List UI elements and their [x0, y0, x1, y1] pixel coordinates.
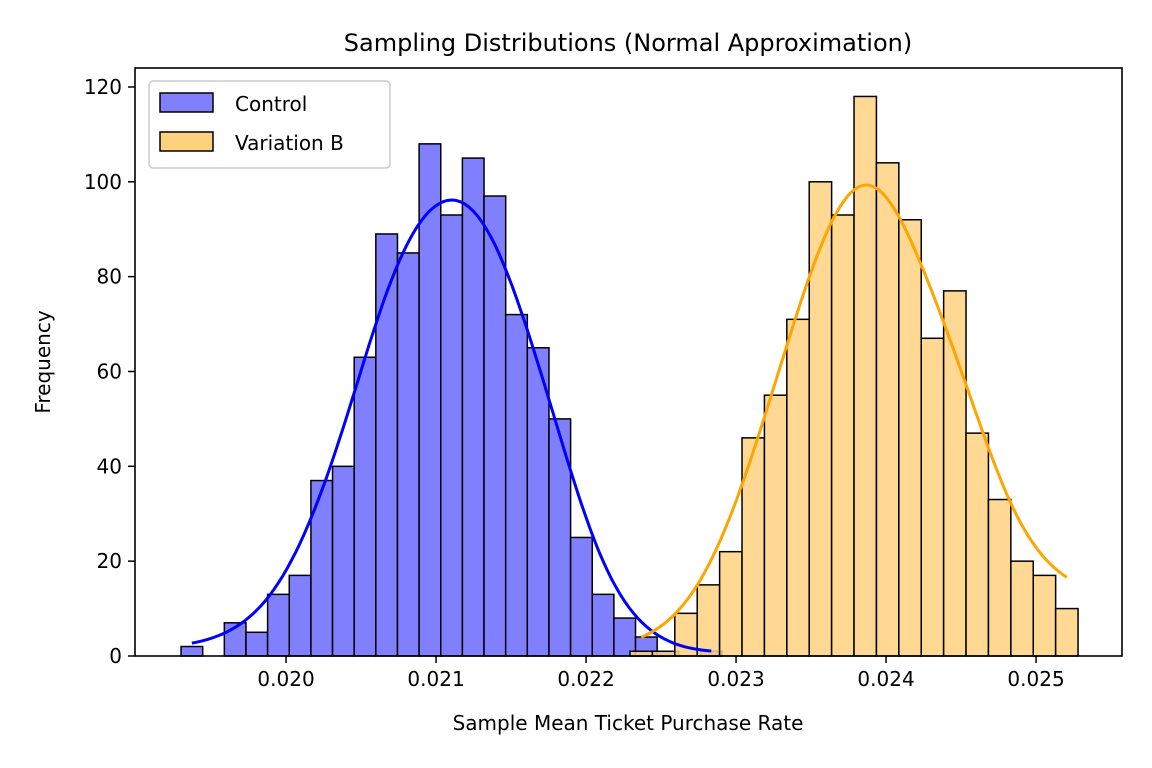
- bar-variation-b: [1032, 574, 1057, 657]
- bar-control: [504, 313, 529, 657]
- kde-line-variation-b: [640, 183, 1068, 639]
- y-tick-label: 40: [97, 454, 122, 478]
- bar-variation-b: [1054, 607, 1079, 657]
- bar-control: [375, 233, 399, 657]
- chart-title: Sampling Distributions (Normal Approxima…: [344, 29, 912, 57]
- kde-line-control: [191, 198, 712, 653]
- x-tick-label: 0.021: [407, 667, 464, 691]
- x-axis-label: Sample Mean Ticket Purchase Rate: [453, 711, 804, 735]
- bar-variation-b: [808, 181, 833, 657]
- bar-variation-b: [1010, 560, 1034, 657]
- y-tick-label: 80: [97, 265, 122, 289]
- y-tick-label: 100: [84, 170, 122, 194]
- x-axis: 0.020 0.021 0.022 0.023 0.024 0.025: [257, 656, 1065, 691]
- bar-variation-b: [718, 550, 743, 657]
- bar-variation-b: [965, 432, 990, 657]
- y-tick-label: 20: [97, 549, 122, 573]
- legend-label-control: Control: [235, 92, 307, 116]
- bar-variation-b: [942, 290, 967, 657]
- legend: Control Variation B: [148, 80, 391, 169]
- x-tick-label: 0.020: [257, 667, 314, 691]
- bar-variation-b: [853, 95, 878, 657]
- y-tick-label: 0: [109, 644, 122, 668]
- y-axis-label: Frequency: [31, 310, 55, 413]
- legend-label-variation-b: Variation B: [235, 131, 344, 155]
- x-tick-label: 0.022: [557, 667, 614, 691]
- bar-variation-b: [920, 337, 945, 657]
- bar-variation-b: [696, 584, 721, 657]
- bar-control: [180, 645, 204, 657]
- x-tick-label: 0.023: [707, 667, 764, 691]
- legend-swatch-control: [159, 92, 214, 113]
- bar-variation-b: [786, 318, 810, 657]
- bar-control: [266, 593, 291, 657]
- legend-swatch-variation-b: [159, 131, 214, 152]
- x-tick-label: 0.025: [1007, 667, 1064, 691]
- x-tick-label: 0.024: [857, 667, 914, 691]
- bar-control: [526, 347, 550, 657]
- bar-control: [245, 631, 269, 657]
- bar-control: [613, 617, 637, 657]
- plot-frame: [134, 67, 1123, 657]
- bar-variation-b: [987, 498, 1012, 657]
- y-tick-label: 120: [84, 75, 122, 99]
- bar-control: [288, 574, 312, 657]
- bar-control: [569, 536, 593, 657]
- bar-control: [461, 157, 485, 657]
- bar-control: [591, 593, 615, 657]
- y-axis: 0 20 40 60 80 100 120: [84, 75, 135, 668]
- bars-layer: [180, 95, 1079, 657]
- bar-control: [331, 465, 355, 657]
- bar-variation-b: [898, 218, 922, 657]
- bar-variation-b: [830, 214, 855, 657]
- kde-layer: [191, 183, 1068, 653]
- bar-control: [548, 418, 572, 657]
- bar-control: [353, 356, 377, 657]
- y-tick-label: 60: [97, 359, 122, 383]
- bar-control: [440, 214, 464, 657]
- bar-control: [396, 252, 420, 657]
- bar-variation-b: [875, 162, 900, 657]
- bar-variation-b: [763, 394, 788, 657]
